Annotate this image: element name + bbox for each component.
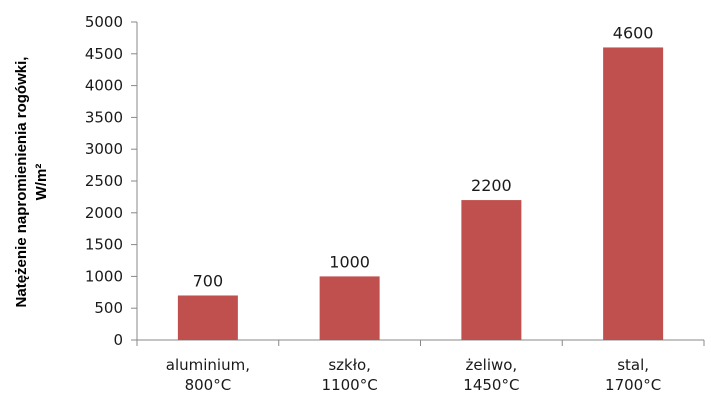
y-axis-title-line-1: Natężenie napromienienia rogówki, [13,57,30,308]
x-category-label: 1450°C [463,376,519,394]
y-tick-label: 0 [113,331,123,349]
data-label: 2200 [471,176,512,195]
data-labels: 700 1000 2200 4600 [193,23,654,290]
y-axis-title-line-2: W/m² [33,164,50,201]
y-tick-label: 2500 [85,172,123,190]
y-axis-ticks: 0 500 1000 1500 2000 2500 3000 3500 4000 4500 5000 [85,13,137,349]
x-category-label: aluminium, [166,356,250,374]
y-tick-label: 4500 [85,45,123,63]
data-label: 700 [193,271,224,290]
x-category-label: szkło, [328,356,371,374]
y-axis-title: Natężenie napromienienia rogówki, W/m² [13,57,50,308]
data-label: 4600 [613,23,654,42]
x-category-label: 800°C [185,376,232,394]
y-tick-label: 3500 [85,108,123,126]
data-label: 1000 [329,252,370,271]
bar [177,295,238,340]
y-tick-label: 5000 [85,13,123,31]
bar [603,47,664,340]
bar [461,200,522,340]
y-tick-label: 4000 [85,77,123,95]
x-category-label: 1700°C [605,376,661,394]
y-tick-label: 3000 [85,140,123,158]
bars [177,47,664,340]
y-tick-label: 1000 [85,267,123,285]
y-tick-label: 500 [94,299,123,317]
x-axis-ticks [136,340,705,346]
y-tick-label: 2000 [85,204,123,222]
bar [319,276,380,340]
x-category-label: 1100°C [322,376,378,394]
x-axis-category-labels: aluminium, 800°C szkło, 1100°C żeliwo, 1450°C… [166,356,661,394]
x-category-label: stal, [617,356,649,374]
y-tick-label: 1500 [85,236,123,254]
x-category-label: żeliwo, [466,356,518,374]
